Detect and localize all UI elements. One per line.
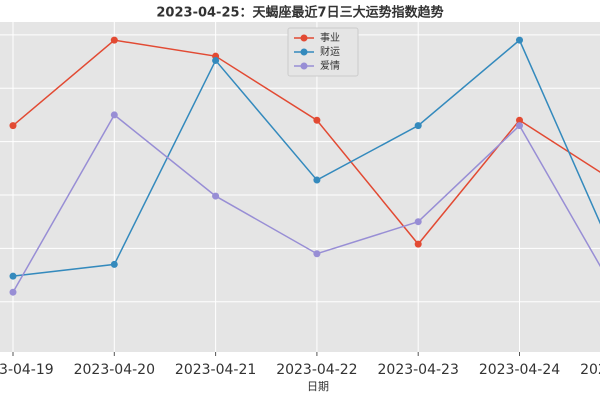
data-point [516,36,523,44]
legend-marker [300,62,308,70]
x-axis-label: 日期 [307,380,329,393]
data-point [212,56,220,64]
legend-marker [300,48,308,56]
x-tick-label: 2023-04-24 [479,362,560,378]
x-tick-label: 2023-04-22 [276,362,357,378]
chart-title: 2023-04-25：天蝎座最近7日三大运势指数趋势 [156,5,443,21]
data-point [516,122,523,130]
data-point [9,272,17,280]
data-point [313,250,321,258]
data-point [9,122,17,130]
legend-label: 爱情 [320,59,340,72]
data-point [414,218,422,226]
x-tick-label: 2023-04-19 [0,362,54,378]
data-point [9,288,17,296]
data-point [110,111,118,119]
x-tick-label: 2023-04-20 [74,362,155,378]
legend-label: 财运 [320,45,340,58]
legend-marker [300,34,308,42]
data-point [414,122,422,130]
data-point [313,176,321,184]
x-tick-label: 2023-04-25 [580,362,600,378]
plot-background [0,22,600,352]
x-tick-label: 2023-04-23 [378,362,459,378]
data-point [110,260,118,268]
data-point [313,116,321,124]
data-point [110,36,118,44]
data-point [212,192,220,200]
data-point [516,116,523,124]
legend-label: 事业 [320,31,340,44]
x-tick-label: 2023-04-21 [175,362,256,378]
data-point [414,240,422,248]
